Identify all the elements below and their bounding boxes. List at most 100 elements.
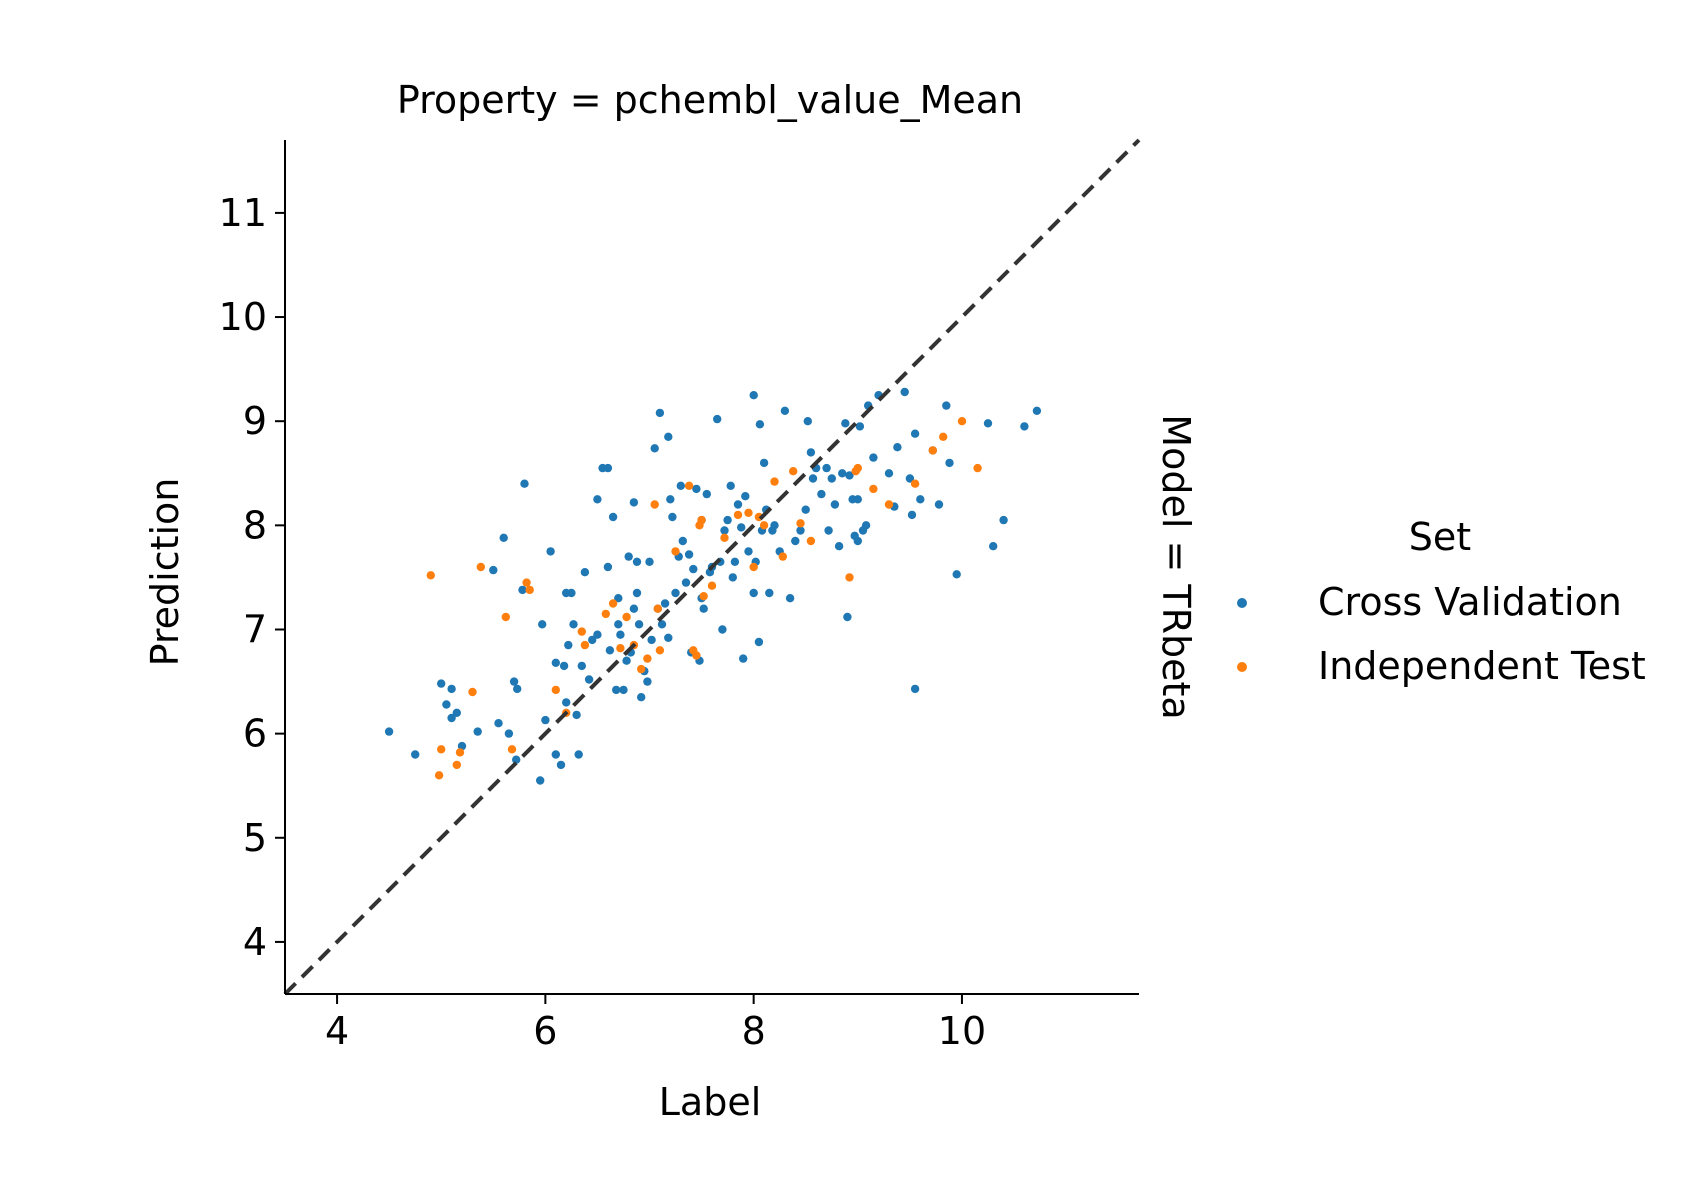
point-cross-validation [489,565,498,575]
point-cross-validation [1020,422,1029,431]
point-cross-validation [824,526,833,535]
point-cross-validation [643,677,652,686]
point-cross-validation [520,479,529,488]
x-tick-label: 8 [742,1009,766,1053]
point-independent-test [622,612,631,622]
x-ticks: 4 6 8 10 [325,994,986,1053]
legend-title: Set [1409,515,1471,559]
point-independent-test [437,745,446,754]
point-cross-validation [504,729,514,738]
point-cross-validation [512,755,521,764]
point-cross-validation [754,637,764,647]
point-cross-validation [616,630,625,639]
point-cross-validation [726,481,735,490]
legend-marker-cross-validation [1237,598,1247,608]
point-cross-validation [720,526,729,535]
point-cross-validation [619,685,628,695]
point-cross-validation [559,661,569,671]
y-tick-label: 5 [243,816,267,860]
y-tick-label: 4 [243,920,267,964]
point-cross-validation [574,750,583,759]
point-cross-validation [983,419,993,428]
point-cross-validation [869,453,878,462]
point-cross-validation [900,387,909,397]
point-cross-validation [749,588,758,598]
point-independent-test [452,760,461,770]
point-independent-test [692,651,701,660]
point-cross-validation [494,719,503,728]
point-independent-test [507,745,517,754]
point-cross-validation [655,408,665,418]
point-independent-test [720,533,729,542]
point-cross-validation [755,420,765,429]
point-independent-test [653,604,662,613]
point-cross-validation [785,594,795,603]
point-cross-validation [551,750,560,759]
point-cross-validation [608,512,618,522]
point-independent-test [551,685,560,695]
point-cross-validation [671,588,680,598]
point-cross-validation [473,727,482,736]
point-cross-validation [817,489,826,499]
point-cross-validation [622,656,631,665]
point-cross-validation [572,710,581,720]
point-independent-test [434,771,444,780]
point-cross-validation [744,547,753,556]
point-independent-test [650,500,659,509]
legend-label-cross-validation: Cross Validation [1318,580,1622,624]
point-cross-validation [730,557,740,566]
point-cross-validation [827,474,836,483]
point-cross-validation [791,536,800,546]
point-cross-validation [666,495,675,504]
point-independent-test [643,654,652,663]
point-cross-validation [733,500,743,509]
point-cross-validation [702,489,711,499]
point-cross-validation [603,562,613,572]
point-cross-validation [861,521,871,530]
point-cross-validation [624,552,633,561]
legend-marker-independent-test [1237,662,1247,672]
point-cross-validation [765,588,774,598]
point-independent-test [616,644,625,653]
point-cross-validation [605,646,615,655]
y-tick-label: 6 [243,712,267,756]
point-cross-validation [934,500,944,509]
point-cross-validation [845,471,854,480]
point-independent-test [697,515,706,525]
point-independent-test [501,612,510,622]
point-cross-validation [603,463,613,473]
point-independent-test [789,467,798,476]
point-independent-test [884,500,894,509]
point-cross-validation [593,630,602,639]
point-cross-validation [509,677,519,686]
point-cross-validation [893,443,902,452]
point-cross-validation [634,620,644,629]
point-cross-validation [556,760,566,770]
point-cross-validation [916,495,925,504]
point-independent-test [733,510,743,520]
point-cross-validation [905,474,915,483]
point-cross-validation [499,533,508,542]
point-cross-validation [538,620,547,629]
y-axis-label: Prediction [143,478,187,667]
point-independent-test [468,687,477,697]
point-cross-validation [629,498,639,507]
point-independent-test [671,547,680,556]
point-independent-test [806,536,816,546]
point-cross-validation [803,417,812,426]
point-cross-validation [830,500,840,509]
point-cross-validation [569,620,578,629]
point-cross-validation [884,469,894,478]
identity-line [283,138,1141,996]
point-cross-validation [580,568,590,577]
point-cross-validation [551,658,560,667]
point-cross-validation [1032,406,1042,415]
point-cross-validation [457,741,467,751]
point-independent-test [744,508,753,517]
point-cross-validation [989,542,998,551]
point-independent-test [637,664,646,674]
point-independent-test [853,463,862,473]
point-cross-validation [668,512,677,522]
point-cross-validation [447,713,456,723]
point-independent-test [580,640,590,650]
